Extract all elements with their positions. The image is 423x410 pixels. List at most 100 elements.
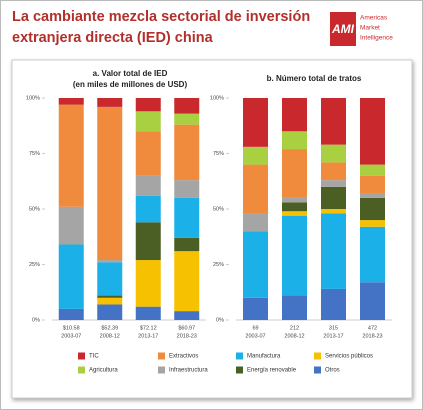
total-label: $10.58 [63,325,80,331]
bar-segment [97,98,123,107]
bar-segment [321,288,346,320]
bar-segment [97,297,123,305]
total-label: $52.39 [101,325,118,331]
bar-segment [135,131,161,176]
legend-swatch [314,366,321,374]
bar-segment [135,222,161,261]
total-label: 212 [290,325,299,331]
bar-segment [360,220,385,227]
total-label: 315 [329,325,338,331]
legend-swatch [78,352,85,360]
legend-swatch [236,352,243,360]
x-tick-label: 2013-17 [138,333,158,339]
bar-segment [174,237,200,252]
y-tick-label: 25% [29,262,40,268]
chart-title: b. Número total de tratos [267,74,362,83]
legend-label: Manufactura [247,354,281,360]
bar-segment [243,164,268,214]
bar-segment [97,295,123,298]
legend-swatch [158,366,165,374]
bar-segment [174,197,200,238]
y-tick-label: 100% [26,95,40,101]
logo-text: Intelligence [360,35,393,42]
legend-label: Otros [325,368,340,374]
legend-swatch [158,352,165,360]
y-tick-label: 25% [213,262,224,268]
bar-segment [243,213,268,232]
y-tick-label: 100% [210,95,224,101]
bar-segment [135,260,161,307]
bar-segment [174,124,200,181]
bar-segment [282,149,307,198]
x-tick-label: 2018-23 [362,333,382,339]
bar-segment [360,164,385,176]
bar-segment [282,295,307,320]
y-tick-label: 50% [29,206,40,212]
legend-label: Extractivos [169,354,198,360]
bar-segment [321,98,346,145]
legend-swatch [314,352,321,360]
legend-label: TIC [89,354,99,360]
bar-segment [97,260,123,263]
x-tick-label: 2013-17 [323,333,343,339]
bar-segment [243,231,268,298]
bar-segment [282,131,307,150]
title-line: extranjera directa (IED) china [12,30,214,46]
bar-segment [58,308,84,320]
bar-segment [58,244,84,309]
y-tick-label: 0% [32,317,40,323]
x-tick-label: 2003-07 [61,333,81,339]
bar-segment [135,98,161,112]
bar-segment [174,311,200,320]
bar-segment [360,197,385,221]
bar-segment [243,146,268,165]
legend-label: Infraestructura [169,368,208,374]
bar-segment [58,206,84,245]
bar-segment [97,262,123,296]
bar-segment [174,251,200,312]
title-line: La cambiante mezcla sectorial de inversi… [12,9,310,25]
x-tick-label: 2008-12 [284,333,304,339]
total-label: 69 [252,325,258,331]
bar-segment [135,175,161,196]
bar-segment [135,111,161,132]
bar-segment [282,98,307,132]
bar-segment [282,197,307,203]
x-tick-label: 2018-23 [177,333,197,339]
legend-label: Agricultura [89,368,118,374]
bar-segment [321,144,346,163]
bar-segment [321,162,346,181]
bar-segment [174,180,200,198]
bar-segment [174,113,200,125]
total-label: $72.12 [140,325,157,331]
bar-segment [58,104,84,207]
x-tick-label: 2003-07 [245,333,265,339]
bar-segment [360,193,385,198]
total-label: $60.97 [178,325,195,331]
bar-segment [321,180,346,187]
bar-segment [243,297,268,320]
legend-swatch [78,366,85,374]
x-tick-label: 2008-12 [100,333,120,339]
total-label: 472 [368,325,377,331]
logo-text: Market [360,25,380,32]
bar-segment [97,106,123,261]
bar-segment [282,202,307,212]
legend-label: Servicios públicos [325,354,373,360]
bar-segment [243,98,268,147]
bar-segment [321,213,346,289]
bar-segment [282,215,307,296]
bar-segment [321,209,346,214]
y-tick-label: 75% [213,151,224,157]
bar-segment [360,282,385,320]
logo: AMI [331,22,355,36]
bar-segment [360,98,385,165]
bar-segment [321,186,346,209]
bar-segment [135,306,161,320]
legend-label: Energía renovable [247,368,297,374]
bar-segment [360,226,385,283]
logo-box [330,12,356,46]
bar-segment [58,98,84,105]
bar-segment [135,195,161,223]
y-tick-label: 50% [213,206,224,212]
